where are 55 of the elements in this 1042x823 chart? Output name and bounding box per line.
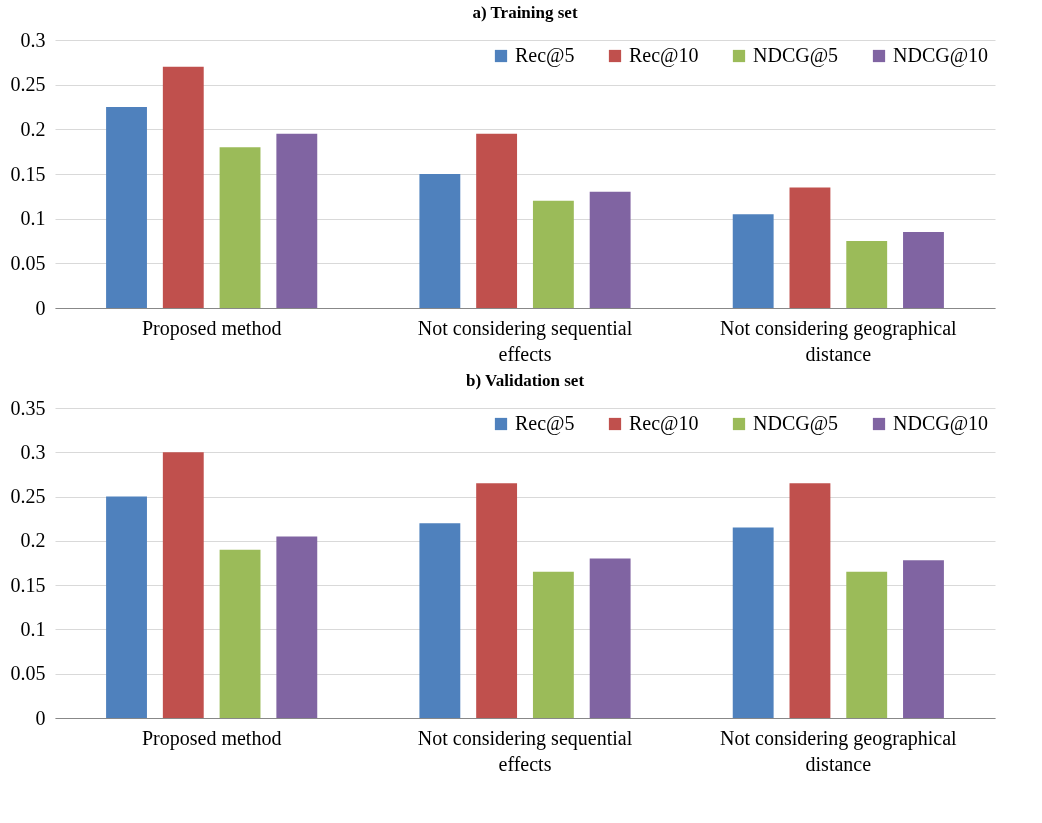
y-tick-label: 0.05 bbox=[10, 662, 46, 685]
bar bbox=[162, 452, 204, 718]
bar bbox=[476, 483, 518, 718]
y-tick-label: 0 bbox=[35, 296, 46, 319]
bar bbox=[276, 536, 318, 718]
chart-title: b) Validation set bbox=[465, 371, 585, 390]
bar bbox=[162, 66, 204, 308]
y-tick-label: 0.2 bbox=[20, 117, 46, 140]
legend-label: NDCG@5 bbox=[753, 44, 839, 67]
bar bbox=[532, 200, 574, 308]
y-tick-label: 0.15 bbox=[10, 573, 46, 596]
bar bbox=[789, 483, 831, 718]
y-tick-label: 0.2 bbox=[20, 529, 46, 552]
bar bbox=[589, 191, 631, 308]
y-tick-label: 0.1 bbox=[20, 207, 46, 230]
x-tick-label: Not considering geographical distance bbox=[720, 726, 958, 775]
y-tick-label: 0.3 bbox=[20, 440, 46, 463]
legend-label: Rec@5 bbox=[515, 412, 575, 435]
bar bbox=[903, 560, 944, 718]
bar bbox=[219, 147, 261, 308]
bar bbox=[106, 107, 147, 308]
y-tick-label: 0.05 bbox=[10, 251, 46, 274]
y-tick-label: 0 bbox=[35, 706, 46, 729]
y-tick-label: 0.35 bbox=[10, 396, 46, 419]
bar bbox=[789, 187, 831, 308]
legend-label: Rec@5 bbox=[515, 44, 575, 67]
bar bbox=[846, 241, 888, 308]
y-tick-label: 0.25 bbox=[10, 485, 46, 508]
bar bbox=[106, 496, 147, 718]
bar bbox=[732, 214, 774, 308]
legend-label: Rec@10 bbox=[629, 44, 699, 67]
x-tick-label: Proposed method bbox=[141, 316, 282, 340]
y-tick-label: 0.25 bbox=[10, 73, 46, 96]
bar bbox=[276, 133, 318, 308]
x-tick-label: Not considering sequential effects bbox=[417, 316, 633, 365]
legend-label: Rec@10 bbox=[629, 412, 699, 435]
chart-title: a) Training set bbox=[472, 3, 578, 22]
bar bbox=[419, 523, 461, 718]
bar bbox=[903, 232, 944, 308]
legend-label: NDCG@10 bbox=[893, 44, 989, 67]
bar bbox=[476, 133, 518, 308]
bar bbox=[532, 571, 574, 718]
legend-label: NDCG@10 bbox=[893, 412, 989, 435]
y-tick-label: 0.15 bbox=[10, 162, 46, 185]
legend-label: NDCG@5 bbox=[753, 412, 839, 435]
x-tick-label: Not considering sequential effects bbox=[417, 726, 633, 775]
bar bbox=[419, 174, 461, 308]
bar bbox=[589, 558, 631, 718]
x-tick-label: Proposed method bbox=[141, 726, 282, 750]
x-tick-label: Not considering geographical distance bbox=[720, 316, 958, 365]
bar bbox=[732, 527, 774, 718]
y-tick-label: 0.3 bbox=[20, 28, 46, 51]
bar bbox=[219, 549, 261, 718]
y-tick-label: 0.1 bbox=[20, 617, 46, 640]
bar bbox=[846, 571, 888, 718]
